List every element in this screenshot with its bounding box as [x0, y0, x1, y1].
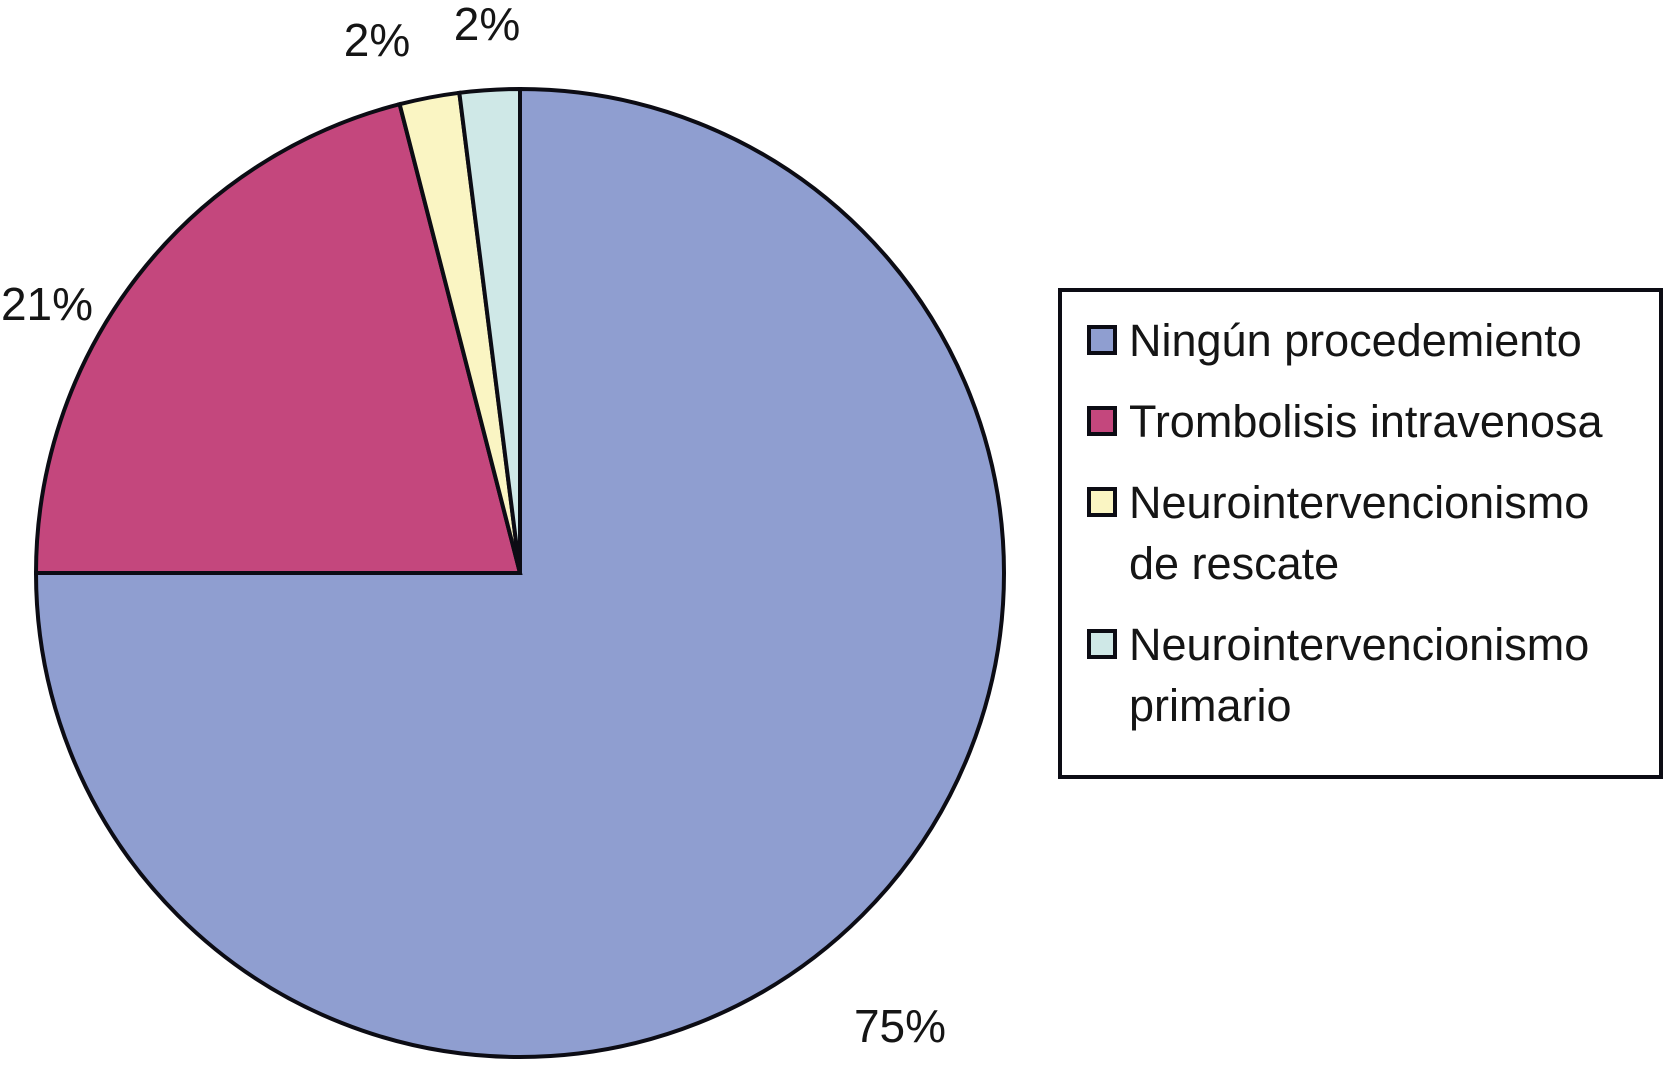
- legend-label: Trombolisis intravenosa: [1129, 396, 1603, 447]
- legend-item: Trombolisis intravenosa: [1087, 391, 1639, 452]
- legend-label: Neurointervencionismo de rescate: [1129, 477, 1590, 589]
- pie-percentage-label: 75%: [854, 1000, 946, 1052]
- pie-percentage-label: 21%: [1, 278, 93, 330]
- legend-swatch: [1087, 629, 1117, 659]
- legend-label: Ningún procedemiento: [1129, 315, 1582, 366]
- legend-swatch: [1087, 487, 1117, 517]
- pie-percentage-label: 2%: [454, 0, 520, 50]
- pie-slice-4: [457, 86, 522, 574]
- legend-swatch: [1087, 406, 1117, 436]
- legend-item: Neurointervencionismo primario: [1087, 614, 1639, 736]
- legend-swatch: [1087, 325, 1117, 355]
- legend: Ningún procedemiento Trombolisis intrave…: [1058, 288, 1663, 779]
- pie-percentage-label: 2%: [344, 14, 410, 66]
- pie-slice-1: [33, 86, 1006, 1059]
- legend-label: Neurointervencionismo primario: [1129, 619, 1590, 731]
- pie-slice-2: [33, 101, 523, 575]
- legend-item: Ningún procedemiento: [1087, 310, 1639, 371]
- legend-item: Neurointervencionismo de rescate: [1087, 472, 1639, 594]
